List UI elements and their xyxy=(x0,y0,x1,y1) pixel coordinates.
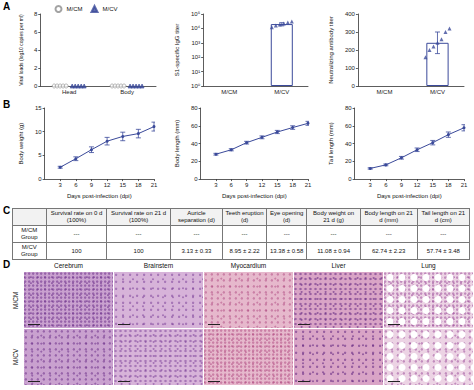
svg-text:100: 100 xyxy=(345,65,356,71)
svg-text:60: 60 xyxy=(191,123,198,129)
svg-text:4: 4 xyxy=(34,47,38,53)
svg-text:10: 10 xyxy=(35,129,42,135)
html-text:100: 100 xyxy=(71,247,82,254)
svg-text:0: 0 xyxy=(352,83,356,89)
html-text:C: C xyxy=(3,205,11,216)
html-text:M/CM: M/CM xyxy=(12,291,19,309)
html-text:11.08 ± 0.94: 11.08 ± 0.94 xyxy=(317,247,350,254)
svg-text:10³: 10³ xyxy=(191,40,200,46)
svg-text:9: 9 xyxy=(90,182,94,188)
html-text:13.38 ± 0.58: 13.38 ± 0.58 xyxy=(270,247,304,254)
svg-text:300: 300 xyxy=(345,29,356,35)
svg-text:M/CM: M/CM xyxy=(376,89,392,95)
svg-text:2: 2 xyxy=(34,65,38,71)
svg-text:10⁰: 10⁰ xyxy=(191,83,201,89)
svg-text:10¹: 10¹ xyxy=(191,69,200,75)
html-text:Survival rate on 21 d (100%): Survival rate on 21 d (100%) xyxy=(111,210,167,223)
html-text:M/CV: M/CV xyxy=(12,348,19,366)
svg-text:40: 40 xyxy=(191,141,198,147)
svg-text:10²: 10² xyxy=(191,54,200,60)
svg-text:Viral loads (log10 copies per: Viral loads (log10 copies per ml) xyxy=(18,14,24,86)
svg-text:M/CM: M/CM xyxy=(221,89,237,95)
svg-text:8: 8 xyxy=(34,11,38,17)
html-text:Auricle separation (d): Auricle separation (d) xyxy=(177,210,215,223)
svg-text:15: 15 xyxy=(274,182,281,188)
svg-text:40: 40 xyxy=(345,141,352,147)
svg-text:S1-specific IgG titer: S1-specific IgG titer xyxy=(174,24,180,76)
svg-text:21: 21 xyxy=(151,182,158,188)
html-text:Cerebrum: Cerebrum xyxy=(54,262,83,269)
svg-text:Body: Body xyxy=(120,89,134,95)
svg-text:60: 60 xyxy=(345,123,352,129)
svg-text:6: 6 xyxy=(230,182,234,188)
svg-text:80: 80 xyxy=(191,105,198,111)
svg-text:6: 6 xyxy=(74,182,78,188)
html-text:A: A xyxy=(3,1,11,12)
svg-text:21: 21 xyxy=(461,182,468,188)
svg-text:15: 15 xyxy=(35,105,42,111)
html-text:3.13 ± 0.33: 3.13 ± 0.33 xyxy=(181,247,212,254)
svg-text:Days post-infection (dpi): Days post-infection (dpi) xyxy=(67,193,132,199)
html-text:Body length on 21 d (mm): Body length on 21 d (mm) xyxy=(364,210,413,223)
svg-text:80: 80 xyxy=(345,105,352,111)
svg-text:9: 9 xyxy=(400,182,404,188)
svg-text:0: 0 xyxy=(348,176,352,182)
html-text:Myocardium: Myocardium xyxy=(230,262,267,269)
html-text:Survival rate on 0 d (100%): Survival rate on 0 d (100%) xyxy=(50,210,103,223)
html-text:Eye opening (d): Eye opening (d) xyxy=(270,210,304,223)
html-text:B: B xyxy=(3,99,11,110)
svg-text:0: 0 xyxy=(38,176,42,182)
html-text:57.74 ± 3.48: 57.74 ± 3.48 xyxy=(426,247,460,254)
svg-text:15: 15 xyxy=(119,182,126,188)
svg-text:5: 5 xyxy=(38,152,42,158)
svg-text:Tail length (mm): Tail length (mm) xyxy=(328,122,334,165)
html-text:D: D xyxy=(3,259,11,270)
svg-text:Neutralizing antibody titer: Neutralizing antibody titer xyxy=(328,16,334,84)
html-text:Liver: Liver xyxy=(331,262,346,269)
html-text:M/CV Group: M/CV Group xyxy=(20,244,38,257)
html-text:Tail length on 21 d (cm): Tail length on 21 d (cm) xyxy=(421,210,466,223)
svg-text:3: 3 xyxy=(214,182,218,188)
svg-text:6: 6 xyxy=(34,29,38,35)
svg-text:10⁴: 10⁴ xyxy=(191,25,201,31)
svg-text:9: 9 xyxy=(245,182,249,188)
svg-text:21: 21 xyxy=(305,182,312,188)
html-text:Body weight on 21 d (g): Body weight on 21 d (g) xyxy=(313,210,355,223)
svg-text:0: 0 xyxy=(194,176,198,182)
svg-text:Head: Head xyxy=(62,89,76,95)
svg-text:M/CV: M/CV xyxy=(102,6,117,12)
svg-text:M/CV: M/CV xyxy=(430,89,445,95)
html-text:62.74 ± 2.23: 62.74 ± 2.23 xyxy=(372,247,406,254)
svg-text:Body weight (g): Body weight (g) xyxy=(18,123,24,165)
svg-text:12: 12 xyxy=(104,182,111,188)
svg-text:15: 15 xyxy=(429,182,436,188)
svg-text:18: 18 xyxy=(445,182,452,188)
svg-text:20: 20 xyxy=(345,158,352,164)
svg-text:Body length (mm): Body length (mm) xyxy=(174,120,180,167)
svg-text:400: 400 xyxy=(345,11,356,17)
svg-text:0: 0 xyxy=(34,83,38,89)
svg-text:12: 12 xyxy=(414,182,421,188)
svg-text:Days post-infection (dpi): Days post-infection (dpi) xyxy=(222,193,287,199)
svg-text:Days post-infection (dpi): Days post-infection (dpi) xyxy=(377,193,442,199)
svg-text:3: 3 xyxy=(59,182,63,188)
svg-text:M/CM: M/CM xyxy=(67,6,83,12)
svg-text:3: 3 xyxy=(369,182,373,188)
svg-text:20: 20 xyxy=(191,158,198,164)
svg-text:10⁵: 10⁵ xyxy=(191,11,201,17)
html-text:Lung: Lung xyxy=(421,262,436,269)
html-text:M/CM Group: M/CM Group xyxy=(20,227,38,240)
html-text:Brainstem: Brainstem xyxy=(143,262,174,269)
svg-text:6: 6 xyxy=(384,182,388,188)
svg-text:18: 18 xyxy=(135,182,142,188)
html-text:8.95 ± 2.22: 8.95 ± 2.22 xyxy=(229,247,260,254)
svg-text:12: 12 xyxy=(259,182,266,188)
html-text:Teeth eruption (d): Teeth eruption (d) xyxy=(225,210,264,223)
html-text:100: 100 xyxy=(133,247,144,254)
svg-text:18: 18 xyxy=(289,182,296,188)
svg-text:200: 200 xyxy=(345,47,356,53)
svg-text:M/CV: M/CV xyxy=(274,89,289,95)
